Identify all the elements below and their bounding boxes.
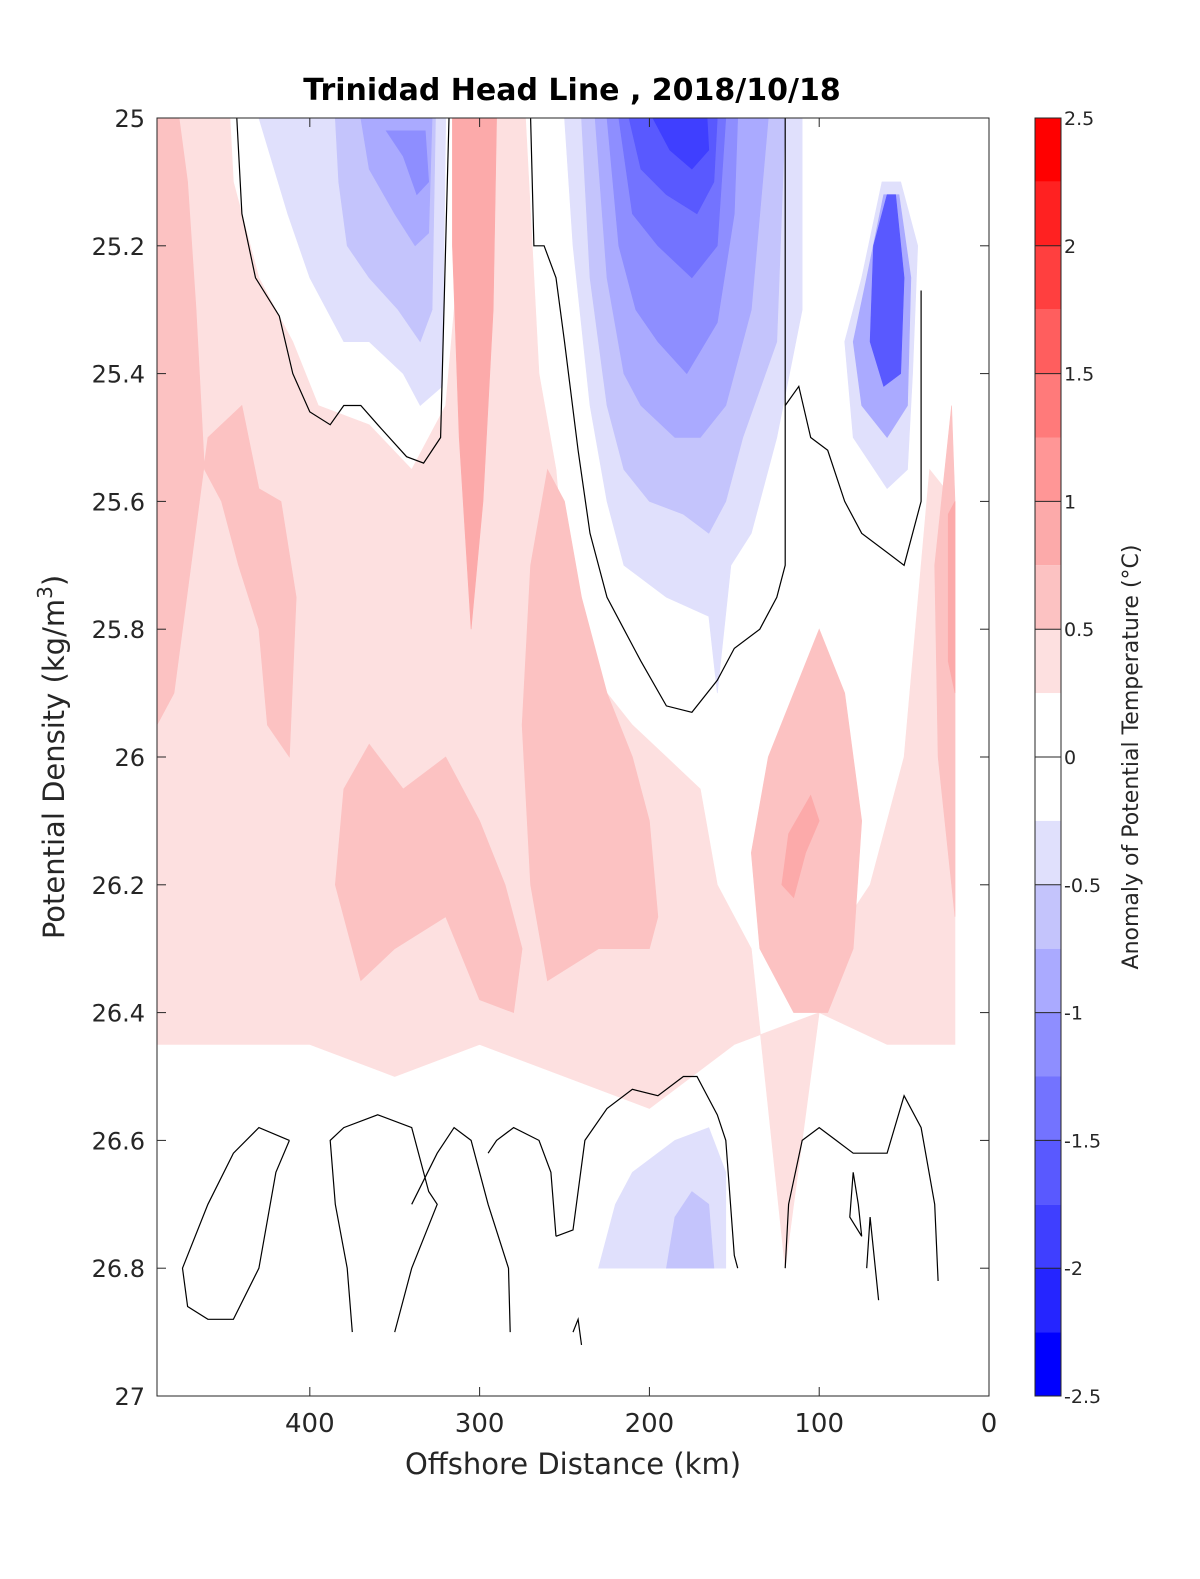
y-axis: 25 25.2 25.4 25.6 25.8 26 26.2 26.4 26.6 26.8 27 xyxy=(92,105,989,1411)
colorbar-band xyxy=(1035,948,1061,1013)
y-tick-label: 25.4 xyxy=(92,361,145,389)
y-tick-label: 26.4 xyxy=(92,1000,145,1028)
x-tick-label: 200 xyxy=(625,1409,675,1439)
colorbar-label: Anomaly of Potential Temperature (°C) xyxy=(1119,545,1144,970)
x-axis: 400 300 200 100 0 xyxy=(285,118,997,1439)
colorbar-band xyxy=(1035,181,1061,246)
colorbar-tick-label: -1 xyxy=(1064,1003,1083,1025)
y-axis-label-superscript: 3 xyxy=(33,586,57,599)
chart-title: Trinidad Head Line , 2018/10/18 xyxy=(303,73,840,108)
zero-contour-deep-7 xyxy=(784,1094,939,1282)
zero-contour-lines xyxy=(181,118,939,1345)
zero-contour-nearshore xyxy=(784,290,922,567)
colorbar-band xyxy=(1035,629,1061,694)
y-axis-label: Potential Density (kg/m3) xyxy=(33,575,71,939)
x-tick-label: 400 xyxy=(285,1409,335,1439)
colorbar-band xyxy=(1035,373,1061,438)
colorbar-ticks: 2.5 2 1.5 1 0.5 0 -0.5 -1 -1.5 -2 -2.5 xyxy=(1035,108,1101,1408)
y-axis-label-close: ) xyxy=(37,575,71,586)
zero-contour-deep-4 xyxy=(487,1126,557,1237)
warm-anomaly-coastal-core xyxy=(947,501,956,694)
y-tick-label: 25.2 xyxy=(92,233,145,261)
colorbar-tick-label: 2.5 xyxy=(1064,108,1094,130)
filled-contours xyxy=(157,118,956,1269)
x-tick-label: 100 xyxy=(794,1409,844,1439)
colorbar-tick-label: -1.5 xyxy=(1064,1130,1101,1152)
colorbar-band xyxy=(1035,437,1061,502)
zero-contour-deep-6 xyxy=(555,1075,739,1269)
colorbar-tick-label: 0 xyxy=(1064,747,1076,769)
y-tick-label: 26.2 xyxy=(92,872,145,900)
zero-contour-central xyxy=(530,118,786,713)
warm-anomaly-core-central xyxy=(521,468,659,982)
warm-anomaly-core-offshore xyxy=(157,118,297,758)
colorbar-band xyxy=(1035,1012,1061,1077)
colorbar-tick-label: -2 xyxy=(1064,1258,1083,1280)
colorbar-band xyxy=(1035,565,1061,630)
cold-anomaly-central-core xyxy=(652,118,710,170)
zero-contour-deep-2 xyxy=(329,1114,438,1333)
zero-contour-offshore xyxy=(236,118,450,464)
colorbar-tick-label: -2.5 xyxy=(1064,1386,1101,1408)
colorbar-tick-label: 1.5 xyxy=(1064,364,1094,386)
zero-contour-deep-5 xyxy=(572,1316,583,1345)
zero-contour-deep-8 xyxy=(849,1172,863,1237)
zero-contour-deep-3 xyxy=(411,1126,511,1333)
colorbar-tick-label: 1 xyxy=(1064,491,1076,513)
zero-contour-deep-1 xyxy=(181,1126,290,1320)
y-tick-label: 25 xyxy=(114,105,145,133)
colorbar-band xyxy=(1035,1140,1061,1205)
colorbar-band xyxy=(1035,884,1061,949)
warm-anomaly-core-mid xyxy=(334,743,523,1014)
colorbar-tick-label: 2 xyxy=(1064,236,1076,258)
colorbar-band xyxy=(1035,309,1061,374)
colorbar-band xyxy=(1035,820,1061,885)
y-tick-label: 27 xyxy=(114,1383,145,1411)
y-tick-label: 26.6 xyxy=(92,1127,145,1155)
colorbar-band xyxy=(1035,1268,1061,1333)
cold-anomaly-deep-core xyxy=(666,1191,715,1269)
colorbar-band xyxy=(1035,118,1061,182)
zero-contour-deep-9 xyxy=(866,1217,880,1301)
colorbar-band xyxy=(1035,245,1061,310)
warm-anomaly-column-300 xyxy=(452,118,497,630)
colorbar-band xyxy=(1035,1332,1061,1396)
colorbar xyxy=(1034,117,1062,1397)
colorbar-band xyxy=(1035,501,1061,566)
x-tick-label: 300 xyxy=(455,1409,505,1439)
x-axis-label: Offshore Distance (km) xyxy=(405,1447,741,1481)
colorbar-band xyxy=(1035,1076,1061,1141)
y-tick-label: 26.8 xyxy=(92,1255,145,1283)
warm-anomaly-spot-105 xyxy=(781,794,820,899)
colorbar-band xyxy=(1035,1204,1061,1269)
colorbar-tick-label: 0.5 xyxy=(1064,619,1094,641)
cold-anomaly-nearshore-core xyxy=(869,194,905,387)
y-tick-label: 25.8 xyxy=(92,616,145,644)
y-tick-label: 25.6 xyxy=(92,488,145,516)
cold-anomaly-offshore-core xyxy=(385,130,430,196)
colorbar-tick-label: -0.5 xyxy=(1064,875,1101,897)
y-axis-label-main: Potential Density (kg/m xyxy=(37,599,71,939)
x-tick-label: 0 xyxy=(981,1409,998,1439)
y-tick-label: 26 xyxy=(114,744,145,772)
